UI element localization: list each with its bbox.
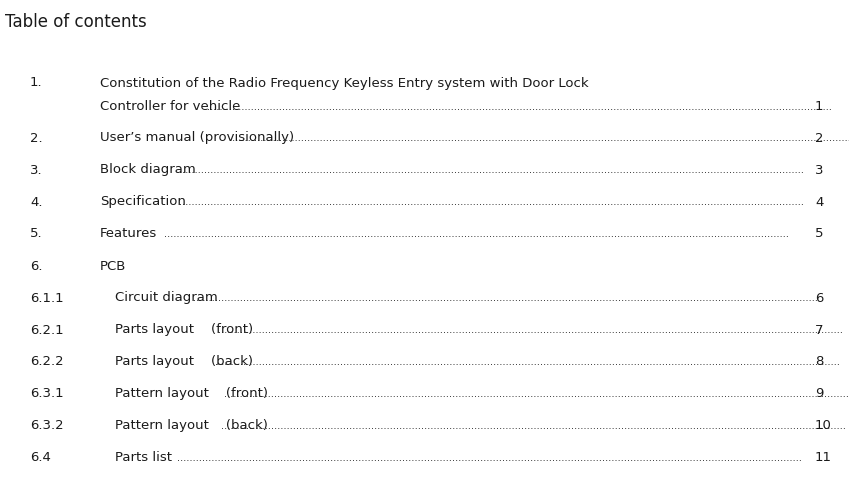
Text: User’s manual (provisionally): User’s manual (provisionally) bbox=[100, 131, 294, 144]
Text: ................................................................................: ........................................… bbox=[224, 388, 849, 398]
Text: 2: 2 bbox=[815, 131, 824, 144]
Text: 6.2.1: 6.2.1 bbox=[30, 323, 64, 336]
Text: 3.: 3. bbox=[30, 163, 42, 176]
Text: Parts layout    (front): Parts layout (front) bbox=[115, 323, 253, 336]
Text: 8: 8 bbox=[815, 355, 824, 368]
Text: 9: 9 bbox=[815, 387, 824, 400]
Text: PCB: PCB bbox=[100, 259, 127, 272]
Text: 4.: 4. bbox=[30, 195, 42, 208]
Text: Parts layout    (back): Parts layout (back) bbox=[115, 355, 253, 368]
Text: Parts list: Parts list bbox=[115, 451, 172, 464]
Text: ................................................................................: ........................................… bbox=[179, 165, 804, 175]
Text: 10: 10 bbox=[815, 419, 832, 432]
Text: ................................................................................: ........................................… bbox=[207, 102, 832, 112]
Text: Specification: Specification bbox=[100, 195, 186, 208]
Text: ................................................................................: ........................................… bbox=[164, 228, 789, 239]
Text: Constitution of the Radio Frequency Keyless Entry system with Door Lock: Constitution of the Radio Frequency Keyl… bbox=[100, 76, 588, 90]
Text: ................................................................................: ........................................… bbox=[215, 356, 840, 366]
Text: 6: 6 bbox=[815, 291, 824, 304]
Text: ................................................................................: ........................................… bbox=[229, 133, 849, 143]
Text: 4: 4 bbox=[815, 195, 824, 208]
Text: 7: 7 bbox=[815, 323, 824, 336]
Text: 6.: 6. bbox=[30, 259, 42, 272]
Text: Features: Features bbox=[100, 227, 157, 240]
Text: 6.3.1: 6.3.1 bbox=[30, 387, 64, 400]
Text: ................................................................................: ........................................… bbox=[218, 324, 843, 334]
Text: 6.2.2: 6.2.2 bbox=[30, 355, 64, 368]
Text: 2.: 2. bbox=[30, 131, 42, 144]
Text: Circuit diagram: Circuit diagram bbox=[115, 291, 217, 304]
Text: 1: 1 bbox=[815, 100, 824, 113]
Text: ................................................................................: ........................................… bbox=[221, 420, 846, 430]
Text: 3: 3 bbox=[815, 163, 824, 176]
Text: 5.: 5. bbox=[30, 227, 42, 240]
Text: 11: 11 bbox=[815, 451, 832, 464]
Text: ................................................................................: ........................................… bbox=[193, 292, 818, 302]
Text: Pattern layout    (back): Pattern layout (back) bbox=[115, 419, 268, 432]
Text: Controller for vehicle: Controller for vehicle bbox=[100, 100, 240, 113]
Text: 6.3.2: 6.3.2 bbox=[30, 419, 64, 432]
Text: 6.1.1: 6.1.1 bbox=[30, 291, 64, 304]
Text: 1.: 1. bbox=[30, 76, 42, 90]
Text: 6.4: 6.4 bbox=[30, 451, 51, 464]
Text: Block diagram: Block diagram bbox=[100, 163, 196, 176]
Text: ................................................................................: ........................................… bbox=[177, 452, 802, 462]
Text: Pattern layout    (front): Pattern layout (front) bbox=[115, 387, 268, 400]
Text: Table of contents: Table of contents bbox=[5, 13, 147, 31]
Text: ................................................................................: ........................................… bbox=[179, 197, 804, 207]
Text: 5: 5 bbox=[815, 227, 824, 240]
